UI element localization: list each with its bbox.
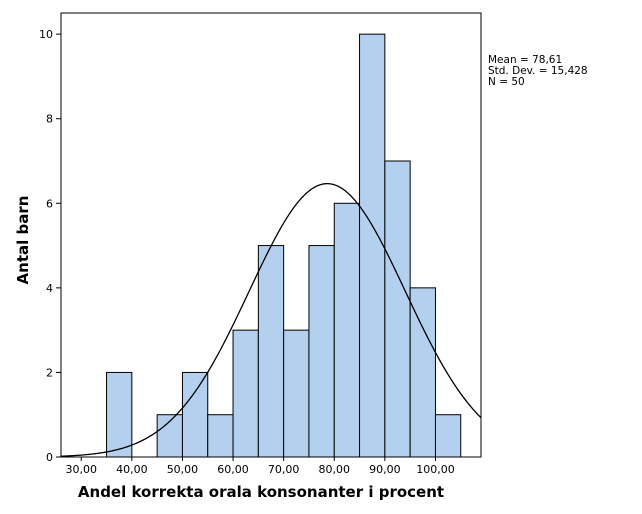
x-axis-ticks: 30,00 40,00 50,00 60,00 70,00 80,00 90,00 100,0… <box>65 457 455 476</box>
y-tick-label: 6 <box>46 197 53 210</box>
stats-line: N = 50 <box>488 76 525 88</box>
histogram-bar-8 <box>308 245 335 458</box>
x-tick-label: 30,00 <box>65 463 97 476</box>
plot-frame <box>60 12 482 458</box>
histogram-bar-9 <box>333 202 361 458</box>
y-tick-label: 2 <box>46 366 53 379</box>
histogram-bar-7 <box>283 329 310 458</box>
x-tick-label: 40,00 <box>116 463 148 476</box>
bars-group <box>106 33 462 458</box>
histogram-bar-4 <box>207 414 234 458</box>
stats-line: Mean = 78,61 <box>488 54 562 66</box>
x-tick-label: 80,00 <box>319 463 351 476</box>
y-tick-label: 0 <box>46 451 53 464</box>
histogram-bar-5 <box>232 329 259 458</box>
x-tick-label: 50,00 <box>167 463 199 476</box>
x-tick-label: 90,00 <box>369 463 401 476</box>
normal-curve <box>60 183 482 457</box>
histogram-bar-0 <box>106 371 133 458</box>
x-axis-title: Andel korrekta orala konsonanter i proce… <box>78 483 444 501</box>
x-tick-label: 70,00 <box>268 463 300 476</box>
y-tick-label: 8 <box>46 113 53 126</box>
y-tick-label: 4 <box>46 282 53 295</box>
histogram-bar-10 <box>359 33 386 458</box>
histogram-bar-11 <box>384 160 411 458</box>
histogram-bar-13 <box>434 414 462 458</box>
x-tick-label: 60,00 <box>217 463 249 476</box>
stats-line: Std. Dev. = 15,428 <box>488 65 588 77</box>
histogram-bar-12 <box>409 287 436 458</box>
y-tick-label: 10 <box>39 28 53 41</box>
y-axis-title: Antal barn <box>14 196 32 285</box>
histogram-bar-6 <box>257 245 285 458</box>
histogram-bar-3 <box>181 371 209 458</box>
y-axis-ticks: 0 2 4 6 8 10 <box>39 28 61 464</box>
x-tick-label: 100,00 <box>416 463 455 476</box>
